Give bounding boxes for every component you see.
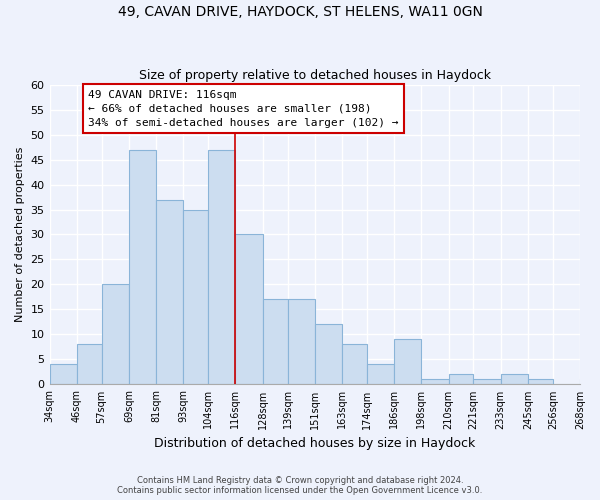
Bar: [394, 340, 421, 384]
Bar: [156, 200, 183, 384]
Text: 49, CAVAN DRIVE, HAYDOCK, ST HELENS, WA11 0GN: 49, CAVAN DRIVE, HAYDOCK, ST HELENS, WA1…: [118, 5, 482, 19]
Bar: [101, 284, 129, 384]
Bar: [367, 364, 394, 384]
Bar: [421, 380, 449, 384]
Bar: [449, 374, 473, 384]
Bar: [342, 344, 367, 385]
Bar: [235, 234, 263, 384]
Bar: [500, 374, 528, 384]
Bar: [208, 150, 235, 384]
Y-axis label: Number of detached properties: Number of detached properties: [15, 147, 25, 322]
X-axis label: Distribution of detached houses by size in Haydock: Distribution of detached houses by size …: [154, 437, 475, 450]
Bar: [183, 210, 208, 384]
Bar: [129, 150, 156, 384]
Bar: [528, 380, 553, 384]
Bar: [580, 380, 600, 384]
Bar: [263, 300, 287, 384]
Text: Contains HM Land Registry data © Crown copyright and database right 2024.
Contai: Contains HM Land Registry data © Crown c…: [118, 476, 482, 495]
Bar: [315, 324, 342, 384]
Bar: [50, 364, 77, 384]
Text: 49 CAVAN DRIVE: 116sqm
← 66% of detached houses are smaller (198)
34% of semi-de: 49 CAVAN DRIVE: 116sqm ← 66% of detached…: [88, 90, 398, 128]
Bar: [77, 344, 101, 385]
Bar: [287, 300, 315, 384]
Title: Size of property relative to detached houses in Haydock: Size of property relative to detached ho…: [139, 69, 491, 82]
Bar: [473, 380, 500, 384]
